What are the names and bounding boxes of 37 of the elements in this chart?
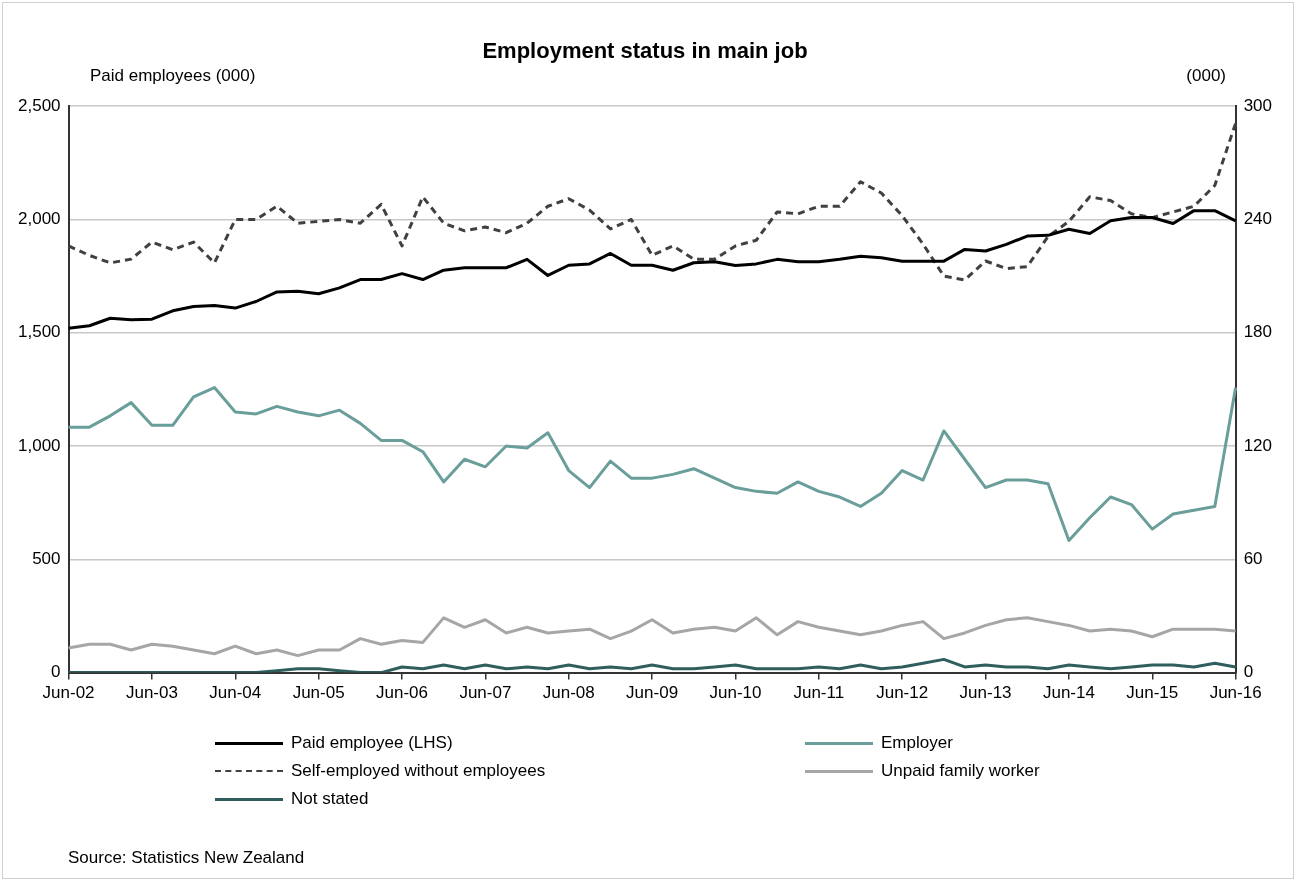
x-tick-label: Jun-03	[125, 683, 178, 703]
x-tick-label: Jun-06	[376, 683, 428, 703]
legend-label: Self-employed without employees	[291, 761, 546, 781]
y2-tick-label: 0	[1243, 662, 1254, 682]
x-tick-label: Jun-14	[1042, 683, 1095, 703]
y2-tick-label: 300	[1243, 95, 1273, 115]
legend-label: Not stated	[291, 789, 369, 809]
x-tick-label: Jun-12	[876, 683, 929, 703]
y2-tick-label: 240	[1243, 209, 1273, 229]
x-tick-label: Jun-15	[1126, 683, 1179, 703]
y2-tick-label: 180	[1243, 322, 1273, 342]
x-tick-label: Jun-13	[959, 683, 1012, 703]
y2-axis-title: (000)	[1186, 66, 1226, 86]
x-tick-label: Jun-10	[709, 683, 762, 703]
x-tick-label: Jun-04	[209, 683, 262, 703]
line-series	[67, 121, 1238, 282]
x-tick-label: Jun-07	[459, 683, 512, 703]
legend-label: Unpaid family worker	[881, 761, 1040, 781]
y-tick-label: 0	[51, 662, 61, 682]
chart-title: Employment status in main job	[481, 38, 809, 64]
x-tick-label: Jun-09	[626, 683, 679, 703]
x-tick-label: Jun-02	[42, 683, 95, 703]
x-tick-label: Jun-11	[793, 683, 845, 703]
y-tick-label: 2,500	[17, 95, 61, 115]
y2-tick-label: 120	[1243, 435, 1273, 455]
y-tick-label: 500	[32, 549, 61, 569]
legend-label: Paid employee (LHS)	[291, 733, 453, 753]
source-note: Source: Statistics New Zealand	[68, 848, 305, 868]
y-tick-label: 1,000	[17, 435, 61, 455]
y-tick-label: 1,500	[17, 322, 61, 342]
y2-tick-label: 60	[1243, 549, 1263, 569]
y-tick-label: 2,000	[17, 209, 61, 229]
x-tick-label: Jun-08	[542, 683, 595, 703]
x-tick-label: Jun-16	[1209, 683, 1262, 703]
x-tick-label: Jun-05	[292, 683, 345, 703]
y-axis-title: Paid employees (000)	[90, 66, 256, 86]
legend-label: Employer	[881, 733, 953, 753]
